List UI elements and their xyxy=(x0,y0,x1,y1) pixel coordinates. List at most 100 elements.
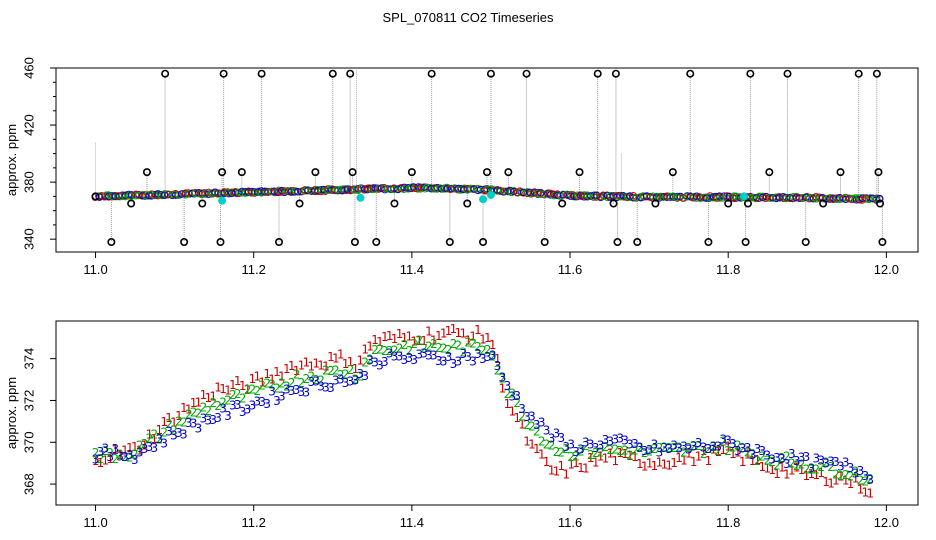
baseline-point xyxy=(865,195,873,203)
series-3-point: 3 xyxy=(160,436,168,450)
series-3-point: 3 xyxy=(710,440,718,454)
outlier-point xyxy=(348,168,357,177)
series-3-point: 3 xyxy=(254,395,262,409)
baseline-point xyxy=(795,193,803,202)
series-2-point: 2 xyxy=(327,364,335,378)
series-1-point: 1 xyxy=(621,447,629,461)
series-2-point: 2 xyxy=(239,391,247,405)
baseline-point xyxy=(181,189,190,197)
outlier-point xyxy=(609,199,618,208)
series-2-point: 2 xyxy=(528,420,536,434)
series-1-point: 1 xyxy=(714,445,722,459)
series-2-point: 2 xyxy=(190,405,198,419)
outlier-point xyxy=(874,168,883,177)
series-3-point: 3 xyxy=(415,348,423,362)
series-1-point: 1 xyxy=(268,372,276,386)
series-3-point: 3 xyxy=(180,428,188,442)
series-3-point: 3 xyxy=(729,437,737,451)
series-2-point: 2 xyxy=(209,396,217,410)
series-2-point: 2 xyxy=(450,337,458,351)
series-3-point: 3 xyxy=(425,349,433,363)
x-tick-label: 12.0 xyxy=(874,262,899,277)
series-2-point: 2 xyxy=(489,350,497,364)
x-tick-label: 11.6 xyxy=(558,262,582,277)
outlier-point xyxy=(407,168,416,177)
baseline-point xyxy=(294,187,302,196)
baseline-point xyxy=(702,194,710,202)
series-1-point: 1 xyxy=(631,450,639,464)
series-3-point: 3 xyxy=(283,383,291,397)
series-1-point: 1 xyxy=(376,335,384,349)
series-3-point: 3 xyxy=(592,441,600,455)
series-1-point: 1 xyxy=(366,340,374,354)
series-3-point: 3 xyxy=(739,441,747,455)
series-2-point: 2 xyxy=(754,454,762,468)
baseline-point xyxy=(825,194,833,202)
series-3-point: 3 xyxy=(459,347,467,361)
series-3-point: 3 xyxy=(376,358,384,372)
series-2-point: 2 xyxy=(533,425,541,439)
series-3-point: 3 xyxy=(455,354,463,368)
series-1-point: 1 xyxy=(587,451,595,465)
series-3-point: 3 xyxy=(719,432,727,446)
series-2-point: 2 xyxy=(504,387,512,401)
baseline-point xyxy=(496,186,504,195)
series-2-point: 2 xyxy=(361,356,369,370)
series-3-point: 3 xyxy=(332,373,340,387)
baseline-point xyxy=(872,195,880,203)
highlight-point xyxy=(479,195,488,204)
series-1-point: 1 xyxy=(361,342,369,356)
outlier-point xyxy=(613,238,622,247)
series-1-point: 1 xyxy=(504,397,512,411)
series-2-point: 2 xyxy=(553,445,561,459)
series-2-point: 2 xyxy=(538,434,546,448)
series-2-point: 2 xyxy=(631,443,639,457)
series-3-point: 3 xyxy=(641,444,649,458)
series-1-point: 1 xyxy=(352,362,360,376)
outlier-point xyxy=(593,69,602,78)
series-3-point: 3 xyxy=(170,428,178,442)
baseline-point xyxy=(356,184,365,193)
series-3-point: 3 xyxy=(106,450,114,464)
outlier-point xyxy=(668,168,677,177)
series-2-point: 2 xyxy=(170,424,178,438)
outlier-point xyxy=(311,168,320,177)
series-2-point: 2 xyxy=(518,409,526,423)
series-2-point: 2 xyxy=(744,445,752,459)
y-tick-label: 420 xyxy=(21,114,36,136)
series-3-point: 3 xyxy=(842,455,850,469)
series-1-point: 1 xyxy=(170,415,178,429)
series-2-point: 2 xyxy=(788,457,796,471)
series-1-point: 1 xyxy=(690,455,698,469)
series-2-point: 2 xyxy=(200,401,208,415)
series-2-point: 2 xyxy=(690,439,698,453)
series-3-point: 3 xyxy=(857,464,865,478)
series-2-point: 2 xyxy=(862,475,870,489)
series-3-point: 3 xyxy=(832,455,840,469)
series-3-point: 3 xyxy=(131,453,139,467)
series-3-point: 3 xyxy=(607,434,615,448)
series-1-point: 1 xyxy=(401,331,409,345)
series-3-point: 3 xyxy=(685,443,693,457)
series-3-point: 3 xyxy=(558,431,566,445)
series-1-point: 1 xyxy=(200,388,208,402)
series-2-point: 2 xyxy=(102,444,110,458)
series-1-point: 1 xyxy=(562,467,570,481)
series-2-point: 2 xyxy=(352,372,360,386)
series-1-point: 1 xyxy=(685,446,693,460)
series-1-point: 1 xyxy=(641,460,649,474)
baseline-point xyxy=(423,183,431,191)
series-3-point: 3 xyxy=(224,409,232,423)
series-2-point: 2 xyxy=(680,445,688,459)
series-3-point: 3 xyxy=(773,451,781,465)
series-2-point: 2 xyxy=(768,455,776,469)
series-2-point: 2 xyxy=(685,441,693,455)
series-3-point: 3 xyxy=(656,446,664,460)
y-tick-label: 460 xyxy=(21,57,36,79)
series-2-point: 2 xyxy=(391,343,399,357)
series-3-point: 3 xyxy=(518,402,526,416)
series-3-point: 3 xyxy=(126,448,134,462)
series-3-point: 3 xyxy=(116,449,124,463)
series-3-point: 3 xyxy=(562,440,570,454)
series-1-point: 1 xyxy=(729,447,737,461)
